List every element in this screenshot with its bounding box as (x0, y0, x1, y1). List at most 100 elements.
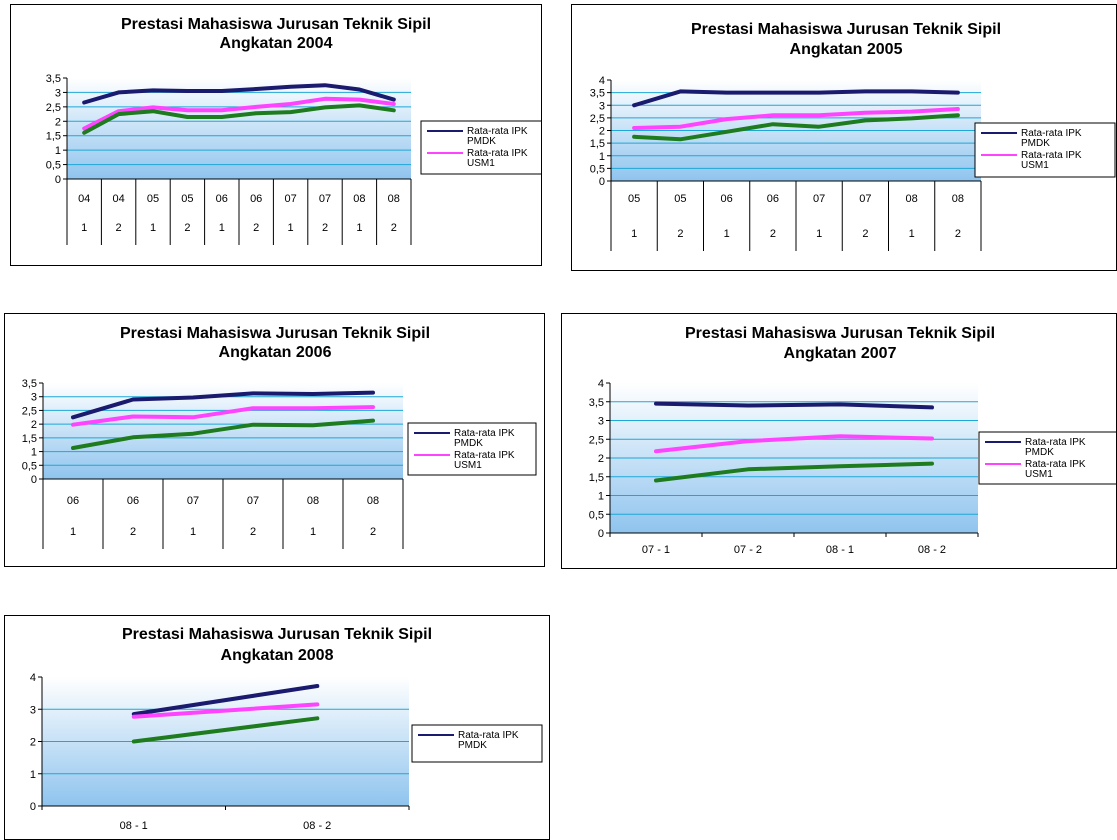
y-tick-label: 3 (30, 704, 36, 716)
chart-title: Prestasi Mahasiswa Jurusan Teknik Sipil (122, 626, 432, 643)
x-tick-label-year: 07 (319, 193, 331, 205)
chart-2006: Prestasi Mahasiswa Jurusan Teknik Sipil A… (22, 325, 537, 549)
x-tick-label-year: 08 (307, 495, 319, 507)
y-tick-label: 1 (598, 491, 604, 503)
y-tick-label: 1 (31, 447, 37, 459)
y-tick-label: 0 (598, 528, 604, 540)
x-tick-label-year: 07 (284, 193, 296, 205)
chart-panel-2006: Prestasi Mahasiswa Jurusan Teknik Sipil A… (4, 313, 545, 567)
x-tick-label-year: 05 (181, 193, 193, 205)
x-tick-label-year: 08 (353, 193, 365, 205)
chart-2004: Prestasi Mahasiswa Jurusan Teknik Sipil A… (46, 16, 541, 245)
y-tick-label: 1 (55, 145, 61, 157)
x-tick-label-semester: 2 (677, 228, 683, 240)
series-line-1 (131, 684, 320, 717)
x-tick-label-semester: 1 (70, 526, 76, 538)
x-tick-label-semester: 2 (184, 222, 190, 234)
x-tick-label-semester: 1 (219, 222, 225, 234)
x-tick-label-semester: 2 (322, 222, 328, 234)
x-tick-label: 08 - 1 (120, 820, 148, 832)
legend-label: Rata-rata IPK USM1 (1021, 150, 1082, 171)
x-tick-label-year: 08 (388, 193, 400, 205)
x-tick-label-year: 06 (67, 495, 79, 507)
x-tick-label-semester: 2 (862, 228, 868, 240)
x-tick-label-year: 05 (628, 193, 640, 205)
legend-box (978, 431, 1116, 485)
chart-panel-2005: Prestasi Mahasiswa Jurusan Teknik Sipil A… (571, 4, 1117, 271)
x-tick-label: 07 - 2 (734, 544, 762, 556)
chart-title: Prestasi Mahasiswa Jurusan Teknik Sipil (685, 325, 995, 342)
legend-label: Rata-rata IPK PMDK (1025, 437, 1086, 458)
legend-label: Rata-rata IPK USM1 (467, 148, 528, 169)
x-tick-label-year: 07 (247, 495, 259, 507)
x-tick-label-semester: 1 (81, 222, 87, 234)
series-line-2 (82, 96, 396, 131)
y-tick-label: 2,5 (22, 405, 37, 417)
y-tick-label: 0 (599, 176, 605, 188)
y-tick-label: 2 (55, 116, 61, 128)
x-tick-label-semester: 1 (150, 222, 156, 234)
x-tick-label-year: 06 (250, 193, 262, 205)
chart-2007: Prestasi Mahasiswa Jurusan Teknik Sipil A… (589, 325, 1116, 556)
x-tick-label-semester: 1 (288, 222, 294, 234)
chart-title: Prestasi Mahasiswa Jurusan Teknik Sipil (121, 16, 431, 33)
chart-subtitle: Angkatan 2008 (221, 647, 334, 664)
x-tick-label-semester: 2 (770, 228, 776, 240)
y-tick-label: 3,5 (589, 397, 604, 409)
legend-label: Rata-rata IPK PMDK (467, 126, 528, 147)
x-tick-label-year: 06 (127, 495, 139, 507)
series-line-2 (71, 405, 375, 427)
x-tick-label-year: 08 (906, 193, 918, 205)
legend-box (407, 422, 537, 476)
x-tick-label-year: 06 (216, 193, 228, 205)
y-tick-label: 3,5 (22, 378, 37, 390)
series-line-3 (654, 461, 934, 483)
x-tick-label-semester: 2 (250, 526, 256, 538)
y-tick-label: 0,5 (590, 163, 605, 175)
x-tick-label-semester: 2 (955, 228, 961, 240)
x-tick-label-year: 04 (112, 193, 124, 205)
legend-label: Rata-rata IPK PMDK (1021, 128, 1082, 149)
chart-subtitle: Angkatan 2006 (219, 344, 332, 361)
y-tick-label: 2 (598, 453, 604, 465)
legend-label: Rata-rata IPK USM1 (1025, 459, 1086, 480)
y-tick-label: 2 (30, 737, 36, 749)
x-tick-label-year: 07 (187, 495, 199, 507)
series-line-2 (632, 107, 960, 130)
y-tick-label: 4 (30, 672, 36, 684)
y-tick-label: 3 (598, 416, 604, 428)
x-tick-label-year: 06 (721, 193, 733, 205)
y-tick-label: 0 (31, 474, 37, 486)
series-line-3 (131, 716, 320, 744)
legend-label: Rata-rata IPK PMDK (458, 730, 519, 751)
x-tick-label-semester: 1 (310, 526, 316, 538)
x-tick-label-year: 07 (859, 193, 871, 205)
y-tick-label: 3 (55, 87, 61, 99)
chart-2008: Prestasi Mahasiswa Jurusan Teknik Sipil A… (30, 626, 543, 832)
x-tick-label-semester: 2 (391, 222, 397, 234)
series-line-3 (82, 103, 396, 135)
x-tick-label-semester: 1 (816, 228, 822, 240)
x-tick-label: 08 - 1 (826, 544, 854, 556)
x-tick-label-semester: 2 (130, 526, 136, 538)
x-tick-label-semester: 1 (190, 526, 196, 538)
y-tick-label: 0,5 (589, 509, 604, 521)
y-tick-label: 1,5 (589, 472, 604, 484)
y-tick-label: 4 (598, 378, 604, 390)
y-tick-label: 2,5 (590, 113, 605, 125)
x-tick-label-year: 06 (767, 193, 779, 205)
chart-panel-2008: Prestasi Mahasiswa Jurusan Teknik Sipil A… (4, 615, 550, 840)
y-tick-label: 2,5 (589, 434, 604, 446)
series-line-3 (71, 418, 375, 450)
y-tick-label: 1,5 (46, 131, 61, 143)
x-tick-label-year: 08 (952, 193, 964, 205)
chart-2005: Prestasi Mahasiswa Jurusan Teknik Sipil A… (590, 21, 1116, 251)
y-tick-label: 2,5 (46, 102, 61, 114)
y-tick-label: 1 (30, 769, 36, 781)
legend-label: Rata-rata IPK USM1 (454, 450, 515, 471)
y-tick-label: 1 (599, 151, 605, 163)
x-tick-label-semester: 1 (909, 228, 915, 240)
